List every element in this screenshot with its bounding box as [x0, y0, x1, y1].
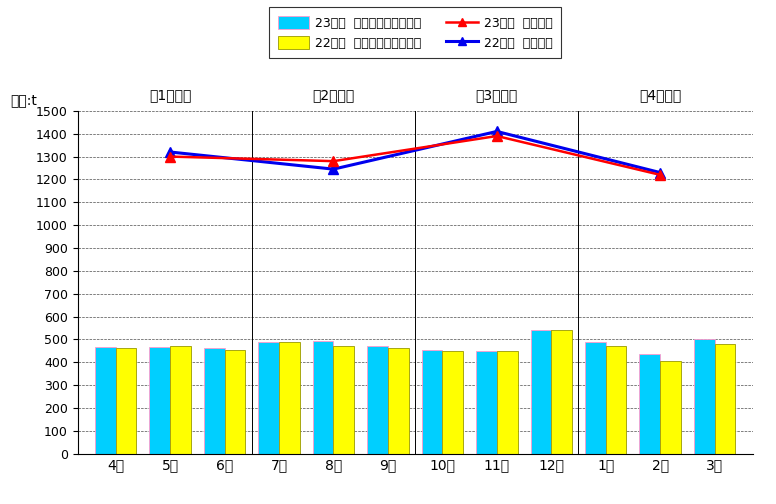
Bar [334, 346, 354, 454]
Bar [442, 351, 463, 454]
Bar [497, 351, 518, 454]
Bar [367, 346, 388, 454]
Bar [204, 348, 224, 454]
Bar [150, 347, 170, 454]
Bar [279, 342, 300, 454]
Text: 第3四半期: 第3四半期 [476, 89, 518, 102]
Bar [170, 346, 191, 454]
Text: 単位:t: 単位:t [10, 93, 37, 107]
Bar [388, 348, 409, 454]
Bar [421, 350, 442, 454]
Text: 第1四半期: 第1四半期 [149, 89, 192, 102]
Bar [476, 351, 497, 454]
Bar [585, 342, 606, 454]
Text: 第2四半期: 第2四半期 [313, 89, 355, 102]
Bar [660, 361, 681, 454]
Text: 第4四半期: 第4四半期 [639, 89, 681, 102]
Bar [551, 330, 572, 454]
Bar [715, 344, 736, 454]
Bar [531, 330, 551, 454]
Legend: 23年度  ステーション・拠点, 22年度  ステーション・拠点, 23年度  集団回収, 22年度  集団回収: 23年度 ステーション・拠点, 22年度 ステーション・拠点, 23年度 集団回… [269, 8, 561, 58]
Bar [606, 346, 626, 454]
Bar [224, 350, 245, 454]
Bar [694, 339, 715, 454]
Bar [116, 348, 137, 454]
Bar [258, 342, 279, 454]
Bar [95, 347, 116, 454]
Bar [313, 341, 334, 454]
Bar [639, 354, 660, 454]
